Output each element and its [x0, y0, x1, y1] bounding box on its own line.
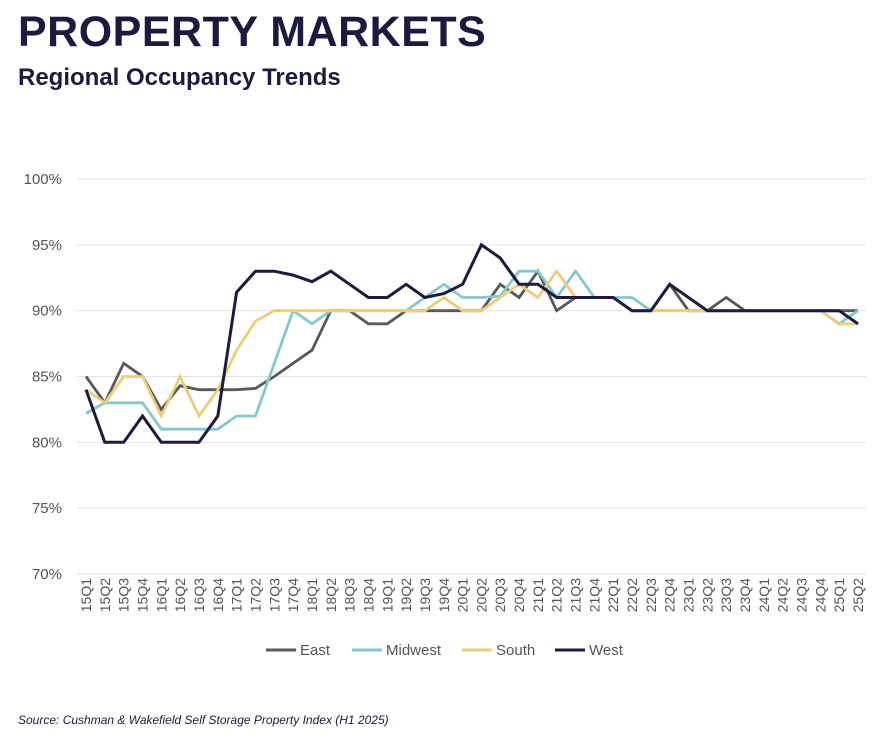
grid-lines — [76, 178, 866, 575]
x-tick-label: 23Q1 — [681, 578, 697, 612]
legend-label-east: East — [300, 642, 331, 659]
y-tick-label: 75% — [32, 500, 62, 517]
x-tick-label: 17Q2 — [247, 578, 263, 612]
x-tick-label: 20Q3 — [492, 578, 508, 612]
x-tick-label: 18Q3 — [342, 578, 358, 612]
x-tick-label: 17Q1 — [229, 578, 245, 612]
x-tick-label: 16Q4 — [210, 578, 226, 612]
page-subtitle: Regional Occupancy Trends — [18, 64, 341, 91]
x-tick-label: 19Q4 — [436, 578, 452, 612]
x-tick-label: 21Q4 — [586, 578, 602, 612]
x-tick-label: 25Q2 — [850, 578, 866, 612]
x-tick-label: 20Q4 — [511, 578, 527, 612]
y-tick-label: 90% — [32, 303, 62, 320]
x-tick-label: 18Q2 — [323, 578, 339, 612]
x-tick-label: 23Q4 — [737, 578, 753, 612]
y-tick-label: 80% — [32, 434, 62, 451]
legend-label-south: South — [496, 642, 535, 659]
x-tick-label: 21Q1 — [530, 578, 546, 612]
x-tick-label: 15Q4 — [134, 578, 150, 612]
x-tick-label: 15Q1 — [78, 578, 94, 612]
x-tick-label: 15Q3 — [116, 578, 132, 612]
x-tick-label: 19Q3 — [417, 578, 433, 612]
x-tick-label: 19Q2 — [398, 578, 414, 612]
series-lines — [84, 242, 859, 444]
x-axis: 15Q1 15Q2 15Q3 15Q4 16Q1 16Q2 16Q3 16Q4 17Q1 17Q2… — [78, 578, 866, 612]
page-title: PROPERTY MARKETS — [18, 8, 487, 56]
x-tick-label: 24Q3 — [794, 578, 810, 612]
x-tick-label: 22Q3 — [643, 578, 659, 612]
x-tick-label: 21Q2 — [549, 578, 565, 612]
y-tick-label: 70% — [32, 566, 62, 583]
x-tick-label: 17Q3 — [266, 578, 282, 612]
y-tick-label: 95% — [32, 237, 62, 254]
x-tick-label: 24Q1 — [756, 578, 772, 612]
x-tick-label: 18Q1 — [304, 578, 320, 612]
y-axis: 70% 75% 80% 85% 90% 95% 100% — [24, 171, 62, 583]
x-tick-label: 19Q1 — [379, 578, 395, 612]
series-line-west — [84, 242, 859, 444]
y-tick-label: 85% — [32, 369, 62, 386]
x-tick-label: 21Q3 — [568, 578, 584, 612]
legend: East Midwest South West — [266, 642, 624, 659]
legend-label-west: West — [589, 642, 624, 659]
x-tick-label: 17Q4 — [285, 578, 301, 612]
x-tick-label: 22Q4 — [662, 578, 678, 612]
x-tick-label: 18Q4 — [360, 578, 376, 612]
series-line-south — [85, 268, 858, 420]
x-tick-label: 23Q3 — [718, 578, 734, 612]
series-line-east — [84, 268, 858, 412]
legend-label-midwest: Midwest — [386, 642, 442, 659]
x-tick-label: 15Q2 — [97, 578, 113, 612]
series-line-midwest — [85, 268, 859, 431]
x-tick-label: 24Q4 — [812, 578, 828, 612]
source-note: Source: Cushman & Wakefield Self Storage… — [18, 713, 389, 727]
x-tick-label: 16Q2 — [172, 578, 188, 612]
x-tick-label: 23Q2 — [699, 578, 715, 612]
x-tick-label: 20Q2 — [473, 578, 489, 612]
x-tick-label: 20Q1 — [455, 578, 471, 612]
x-tick-label: 22Q1 — [605, 578, 621, 612]
x-tick-label: 25Q1 — [831, 578, 847, 612]
x-tick-label: 24Q2 — [775, 578, 791, 612]
x-tick-label: 16Q3 — [191, 578, 207, 612]
x-tick-label: 22Q2 — [624, 578, 640, 612]
y-tick-label: 100% — [24, 171, 62, 188]
x-tick-label: 16Q1 — [153, 578, 169, 612]
